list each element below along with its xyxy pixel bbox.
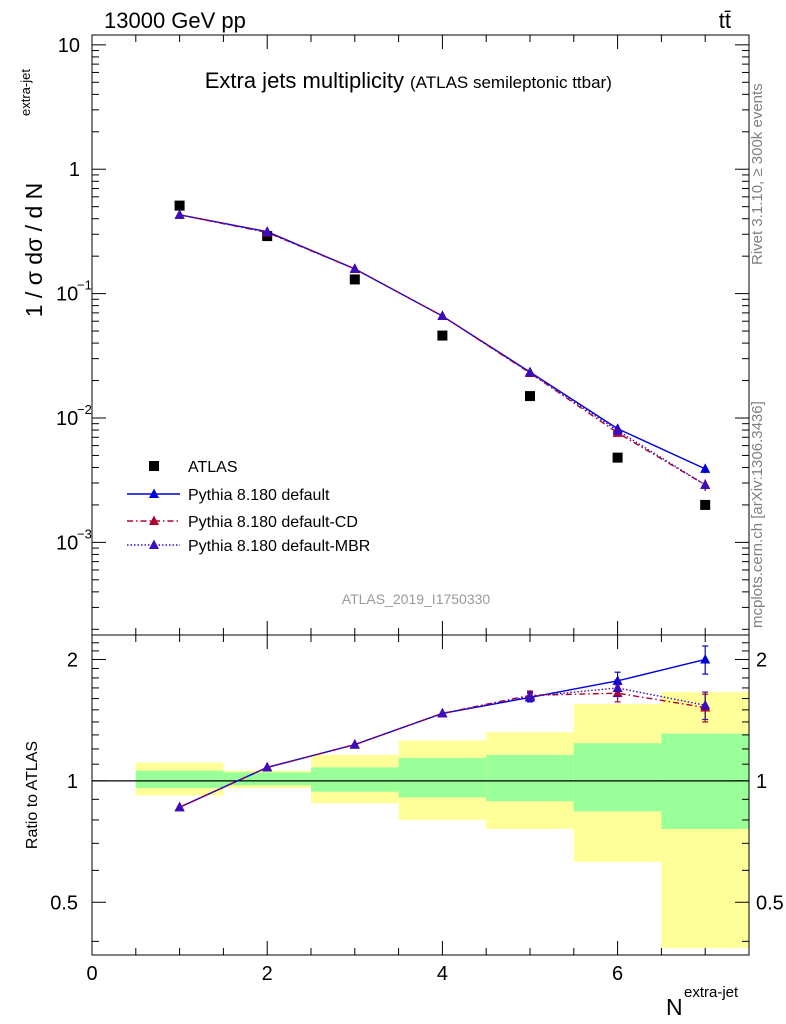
main-y-label-group: 1 / σ dσ / d N extra-jet: [18, 69, 47, 318]
x-tick-label: 0: [86, 963, 97, 985]
main-y-tick-label: 1: [69, 159, 80, 181]
ratio-series-marker: [262, 761, 273, 772]
ratio-uncertainty-bands: [92, 692, 749, 949]
energy-label: 13000 GeV pp: [104, 8, 246, 33]
process-label: tt̄: [719, 8, 731, 33]
legend-marker: [149, 488, 159, 498]
main-y-label: 1 / σ dσ / d N: [21, 183, 47, 318]
analysis-id: ATLAS_2019_I1750330: [342, 591, 491, 607]
main-series-marker: [262, 226, 273, 237]
main-series-marker: [700, 463, 711, 473]
main-y-tick-exponent: −3: [77, 526, 92, 541]
ratio-series-marker: [700, 699, 711, 710]
x-tick-label: 4: [437, 963, 448, 985]
atlas-data-point: [525, 391, 535, 402]
ratio-stat-uncertainty-band: [223, 772, 311, 786]
main-y-tick-exponent: −2: [77, 402, 92, 417]
legend: ATLAS Pythia 8.180 default Pythia 8.180 de…: [127, 459, 370, 555]
ratio-y-tick-label-right: 0.5: [756, 892, 784, 914]
main-y-tick-label: 10: [58, 35, 80, 57]
main-series-marker: [174, 209, 185, 219]
main-y-tick-label: 10: [56, 408, 78, 430]
main-series-marker: [700, 479, 711, 489]
atlas-data-point: [174, 200, 185, 211]
ratio-stat-uncertainty-band: [311, 767, 399, 792]
ratio-axis-ticks: 0.5 0.5 1 1 2 2 0 2 4 6: [50, 635, 784, 985]
main-series-marker: [437, 310, 448, 321]
atlas-data-point: [700, 499, 711, 510]
ratio-y-tick-label-left: 1: [67, 771, 78, 793]
main-series-line: [179, 214, 706, 470]
main-data-marks: [174, 200, 711, 510]
ratio-series-marker: [525, 690, 535, 701]
ratio-stat-uncertainty-band: [486, 754, 574, 802]
ratio-y-label: Ratio to ATLAS: [24, 741, 41, 849]
ratio-y-tick-label-right: 2: [756, 649, 767, 671]
ratio-plot-frame: [91, 634, 750, 956]
main-y-label-superscript: extra-jet: [18, 69, 33, 116]
main-series-line: [179, 214, 706, 486]
ratio-series-marker: [700, 653, 711, 664]
ratio-stat-uncertainty-band: [398, 757, 487, 798]
main-series-marker: [612, 425, 623, 435]
x-axis-label-superscript: extra-jet: [684, 984, 739, 1001]
legend-label: Pythia 8.180 default-CD: [188, 514, 358, 531]
atlas-data-point: [349, 274, 360, 285]
legend-marker: [149, 515, 159, 525]
ratio-series-marker: [174, 801, 185, 812]
legend-marker-atlas: [149, 461, 159, 471]
ratio-y-tick-label-right: 1: [756, 771, 767, 793]
atlas-data-point: [612, 452, 623, 463]
mcplots-label: mcplots.cern.ch [arXiv:1306.3436]: [749, 401, 766, 628]
ratio-y-tick-label-left: 2: [67, 649, 78, 671]
main-series-marker: [349, 263, 360, 273]
legend-marker: [149, 539, 159, 549]
x-axis-label: N: [666, 994, 683, 1020]
legend-label: Pythia 8.180 default-MBR: [188, 538, 370, 555]
main-series-marker: [525, 367, 535, 377]
x-tick-label: 6: [612, 963, 623, 985]
ratio-stat-uncertainty-band: [135, 770, 224, 789]
legend-label: ATLAS: [188, 459, 238, 476]
ratio-stat-uncertainty-band: [573, 743, 662, 812]
main-y-tick-label: 10: [56, 532, 78, 554]
main-y-tick-exponent: −1: [77, 278, 92, 293]
legend-label: Pythia 8.180 default: [188, 487, 330, 504]
ratio-series-marker: [349, 739, 360, 749]
rivet-version-label: Rivet 3.1.10, ≥ 300k events: [749, 83, 766, 265]
ratio-data-marks: [174, 645, 711, 812]
chart-title: Extra jets multiplicity: [205, 68, 404, 93]
ratio-series-marker: [612, 682, 623, 692]
ratio-y-tick-label-left: 0.5: [50, 892, 78, 914]
chart-subtitle: (ATLAS semileptonic ttbar): [410, 73, 612, 92]
atlas-data-point: [437, 330, 448, 341]
main-series-line: [179, 214, 706, 486]
ratio-series-marker: [437, 707, 448, 718]
x-tick-label: 2: [262, 963, 273, 985]
main-y-tick-label: 10: [56, 284, 78, 306]
